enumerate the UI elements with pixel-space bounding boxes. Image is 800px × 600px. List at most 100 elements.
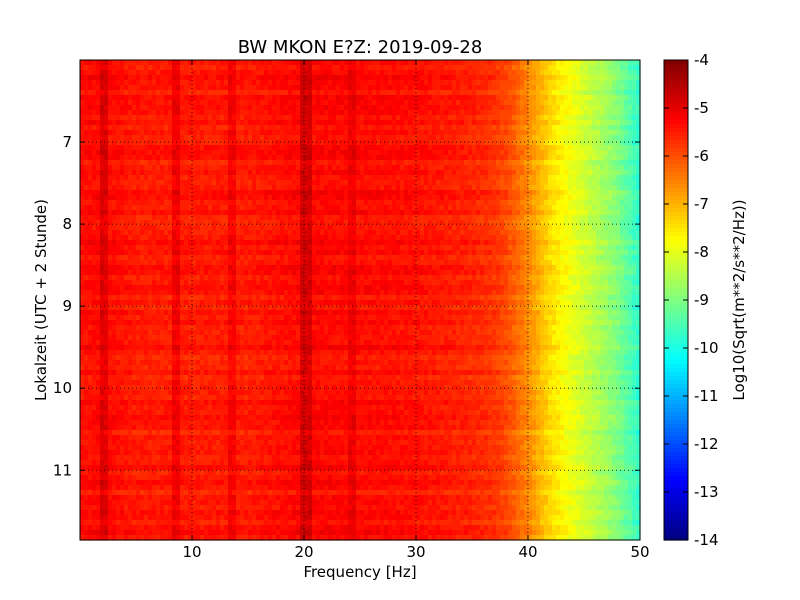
heatmap-cell: [200, 65, 205, 71]
heatmap-cell: [200, 405, 205, 411]
heatmap-cell: [284, 355, 289, 361]
heatmap-cell: [140, 280, 145, 286]
heatmap-cell: [280, 330, 285, 336]
heatmap-cell: [256, 390, 261, 396]
heatmap-cell: [276, 90, 281, 96]
heatmap-cell: [204, 240, 209, 246]
heatmap-cell: [168, 105, 173, 111]
heatmap-cell: [152, 330, 157, 336]
heatmap-cell: [84, 245, 89, 251]
heatmap-cell: [144, 325, 149, 331]
heatmap-cell: [136, 270, 141, 276]
heatmap-cell: [224, 245, 229, 251]
heatmap-cell: [176, 125, 181, 131]
heatmap-cell: [200, 370, 205, 376]
heatmap-cell: [268, 235, 273, 241]
heatmap-cell: [136, 535, 141, 541]
heatmap-cell: [160, 420, 165, 426]
heatmap-cell: [100, 325, 105, 331]
heatmap-cell: [88, 205, 93, 211]
heatmap-cell: [144, 105, 149, 111]
heatmap-cell: [156, 215, 161, 221]
heatmap-cell: [104, 315, 109, 321]
heatmap-cell: [148, 455, 153, 461]
heatmap-cell: [120, 420, 125, 426]
heatmap-cell: [244, 60, 249, 66]
heatmap-cell: [80, 185, 85, 191]
heatmap-cell: [112, 70, 117, 76]
heatmap-cell: [216, 360, 221, 366]
heatmap-cell: [220, 180, 225, 186]
heatmap-cell: [104, 210, 109, 216]
heatmap-cell: [224, 215, 229, 221]
heatmap-cell: [100, 70, 105, 76]
heatmap-cell: [116, 130, 121, 136]
heatmap-cell: [156, 270, 161, 276]
heatmap-cell: [176, 355, 181, 361]
heatmap-cell: [104, 270, 109, 276]
heatmap-cell: [128, 500, 133, 506]
heatmap-cell: [160, 430, 165, 436]
heatmap-cell: [196, 300, 201, 306]
heatmap-cell: [128, 345, 133, 351]
heatmap-cell: [188, 185, 193, 191]
heatmap-cell: [80, 240, 85, 246]
heatmap-cell: [144, 245, 149, 251]
heatmap-cell: [196, 100, 201, 106]
heatmap-cell: [172, 125, 177, 131]
heatmap-cell: [248, 340, 253, 346]
heatmap-cell: [172, 185, 177, 191]
heatmap-cell: [224, 465, 229, 471]
heatmap-cell: [216, 200, 221, 206]
heatmap-cell: [232, 495, 237, 501]
heatmap-cell: [80, 275, 85, 281]
heatmap-cell: [196, 370, 201, 376]
heatmap-cell: [188, 285, 193, 291]
heatmap-cell: [156, 335, 161, 341]
heatmap-cell: [128, 375, 133, 381]
heatmap-cell: [260, 220, 265, 226]
heatmap-cell: [112, 235, 117, 241]
heatmap-cell: [160, 160, 165, 166]
heatmap-cell: [200, 455, 205, 461]
heatmap-cell: [236, 325, 241, 331]
heatmap-cell: [96, 355, 101, 361]
heatmap-cell: [280, 125, 285, 131]
heatmap-cell: [216, 130, 221, 136]
heatmap-cell: [168, 500, 173, 506]
heatmap-cell: [180, 310, 185, 316]
heatmap-cell: [168, 145, 173, 151]
heatmap-cell: [232, 120, 237, 126]
heatmap-cell: [108, 130, 113, 136]
heatmap-cell: [168, 70, 173, 76]
heatmap-cell: [156, 280, 161, 286]
heatmap-cell: [228, 160, 233, 166]
heatmap-cell: [92, 285, 97, 291]
heatmap-cell: [220, 340, 225, 346]
heatmap-cell: [236, 335, 241, 341]
heatmap-cell: [148, 255, 153, 261]
heatmap-cell: [88, 110, 93, 116]
heatmap-cell: [84, 435, 89, 441]
heatmap-cell: [268, 275, 273, 281]
heatmap-cell: [228, 135, 233, 141]
heatmap-cell: [260, 170, 265, 176]
heatmap-cell: [128, 230, 133, 236]
heatmap-cell: [244, 360, 249, 366]
heatmap-cell: [208, 340, 213, 346]
heatmap-cell: [152, 185, 157, 191]
heatmap-cell: [248, 270, 253, 276]
heatmap-cell: [244, 155, 249, 161]
heatmap-cell: [260, 230, 265, 236]
heatmap-cell: [256, 365, 261, 371]
heatmap-cell: [120, 140, 125, 146]
heatmap-cell: [100, 525, 105, 531]
heatmap-cell: [184, 430, 189, 436]
heatmap-cell: [252, 335, 257, 341]
heatmap-cell: [84, 80, 89, 86]
heatmap-cell: [284, 385, 289, 391]
heatmap-cell: [248, 240, 253, 246]
heatmap-cell: [228, 440, 233, 446]
heatmap-cell: [88, 345, 93, 351]
heatmap-cell: [108, 205, 113, 211]
